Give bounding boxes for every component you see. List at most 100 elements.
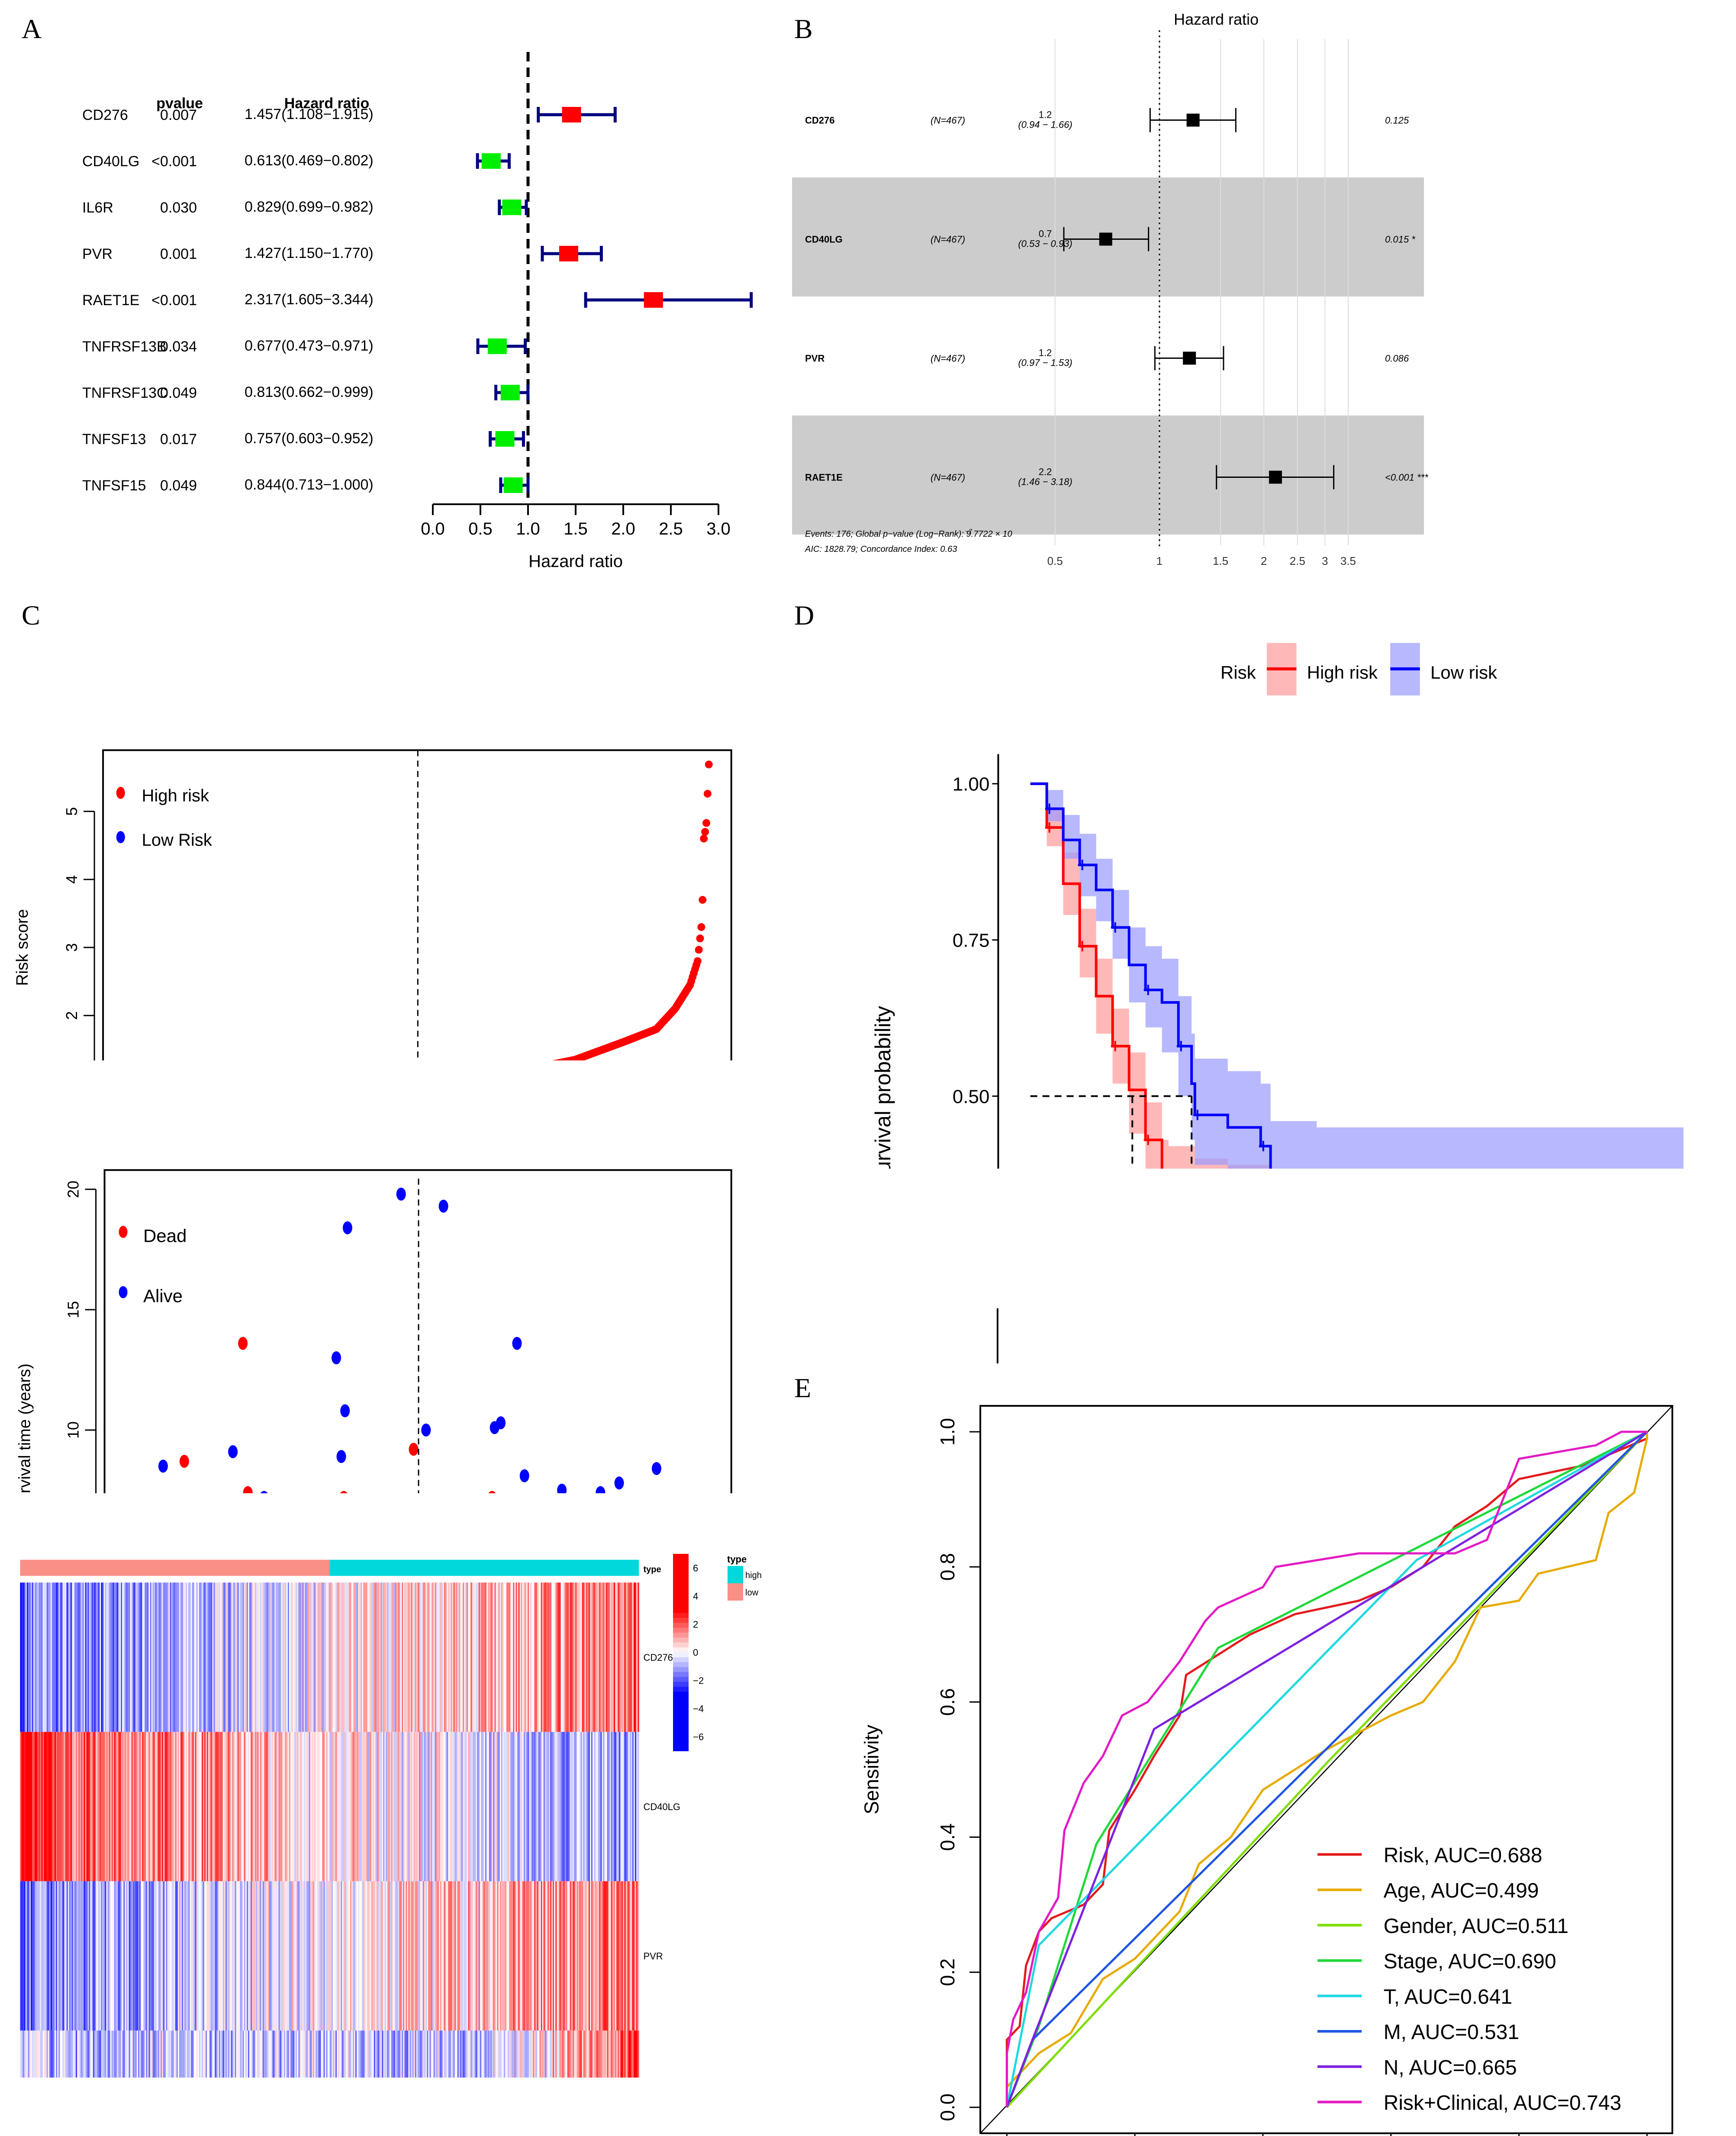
heatmap-cell (465, 1881, 467, 2031)
y-tick-label: 2 (63, 1011, 81, 1020)
heatmap-cell (494, 1582, 496, 1732)
heatmap-cell (253, 2030, 255, 2078)
heatmap-cell (632, 1881, 634, 2031)
heatmap-cell (633, 2030, 635, 2078)
heatmap-cell (618, 1732, 619, 1881)
survival-point (179, 1455, 189, 1468)
heatmap-cell (73, 1582, 75, 1732)
heatmap-cell (323, 1881, 325, 2031)
heatmap-cell (246, 2030, 248, 2078)
heatmap-cell (493, 1732, 495, 1881)
heatmap-cell (105, 1732, 107, 1881)
heatmap-cell (629, 1881, 631, 2031)
heatmap-cell (115, 2030, 117, 2078)
heatmap-cell (267, 1881, 270, 2031)
heatmap-cell (619, 2030, 621, 2078)
heatmap-cell (591, 1881, 593, 2031)
heatmap-cell (40, 1881, 42, 2031)
heatmap-cell (387, 1732, 389, 1881)
heatmap-cell (69, 1881, 71, 2031)
heatmap-cell (534, 1582, 536, 1732)
heatmap-cell (615, 1881, 617, 2031)
heatmap-cell (319, 2030, 321, 2078)
footer-events: Events: 176; Global p−value (Log−Rank): … (805, 529, 1012, 539)
heatmap-cell (116, 1582, 119, 1732)
heatmap-cell (352, 2030, 354, 2078)
heatmap-cell (110, 1732, 112, 1881)
heatmap-cell (188, 1582, 190, 1732)
y-tick-label: 0.50 (953, 1086, 990, 1108)
heatmap-cell (429, 2030, 432, 2078)
heatmap-cell (90, 1881, 92, 2031)
heatmap-cell (309, 1732, 311, 1881)
risk-point (702, 819, 710, 827)
heatmap-cell (586, 1732, 588, 1881)
heatmap-cell (391, 1881, 393, 2031)
heatmap-cell (277, 1582, 279, 1732)
heatmap-cell (148, 1732, 151, 1881)
heatmap-cell (129, 1732, 131, 1881)
heatmap-cell (364, 2030, 367, 2078)
heatmap-cell (458, 2030, 461, 2078)
heatmap-cell (90, 2030, 92, 2078)
heatmap-cell (477, 1732, 479, 1881)
heatmap-cell (208, 1582, 210, 1732)
heatmap-cell (382, 1582, 383, 1732)
heatmap-cell (131, 1881, 133, 2031)
heatmap-cell (260, 2030, 262, 2078)
heatmap-cell (468, 1881, 470, 2031)
heatmap-cell (558, 2030, 560, 2078)
heatmap-cell (390, 1582, 392, 1732)
heatmap-cell (111, 1582, 113, 1732)
heatmap-cell (361, 1881, 362, 2031)
heatmap-cell (517, 2030, 519, 2078)
heatmap-cell (505, 1732, 507, 1881)
heatmap-cell (302, 1732, 304, 1881)
heatmap-cell (50, 2030, 52, 2078)
heatmap-cell (342, 1582, 344, 1732)
heatmap-cell (577, 1732, 578, 1881)
hr-label: 1.2 (1039, 110, 1052, 120)
heatmap-cell (435, 1881, 437, 2031)
heatmap-cell (476, 1732, 478, 1881)
heatmap-cell (555, 2030, 557, 2078)
heatmap-cell (354, 2030, 356, 2078)
heatmap-cell (456, 1881, 458, 2031)
heatmap-cell (350, 1582, 352, 1732)
heatmap-cell (289, 2030, 291, 2078)
heatmap-cell (550, 2030, 552, 2078)
heatmap-cell (441, 1732, 443, 1881)
heatmap-cell (452, 1732, 454, 1881)
panel-label-d: D (794, 600, 815, 631)
heatmap-cell (462, 2030, 464, 2078)
heatmap-cell (575, 1732, 577, 1881)
heatmap-cell (131, 1732, 133, 1881)
heatmap-cell (195, 1732, 197, 1881)
heatmap-cell (282, 1881, 284, 2031)
heatmap-cell (281, 2030, 283, 2078)
heatmap-cell (431, 2030, 433, 2078)
colorbar-segment (673, 1569, 689, 1574)
heatmap-cell (24, 2030, 26, 2078)
heatmap-cell (515, 2030, 518, 2078)
heatmap-cell (155, 1881, 157, 2031)
risk-point (697, 923, 705, 931)
heatmap-cell (249, 2030, 251, 2078)
heatmap-cell (578, 1732, 580, 1881)
heatmap-cell (113, 1732, 115, 1881)
heatmap-cell (543, 1881, 545, 2031)
heatmap-cell (200, 1881, 202, 2031)
heatmap-cell (470, 1732, 472, 1881)
heatmap-cell (77, 1732, 79, 1881)
heatmap-cell (156, 1732, 158, 1881)
heatmap-cell (634, 1732, 637, 1881)
heatmap-cell (98, 1582, 100, 1732)
heatmap-cell (364, 1582, 367, 1732)
heatmap-cell (66, 1732, 68, 1881)
heatmap-cell (326, 1732, 328, 1881)
heatmap-cell (342, 2030, 344, 2078)
heatmap-cell (529, 1582, 531, 1732)
heatmap-cell (370, 2030, 372, 2078)
heatmap-cell (101, 1881, 103, 2031)
colorbar-segment (673, 1721, 689, 1727)
